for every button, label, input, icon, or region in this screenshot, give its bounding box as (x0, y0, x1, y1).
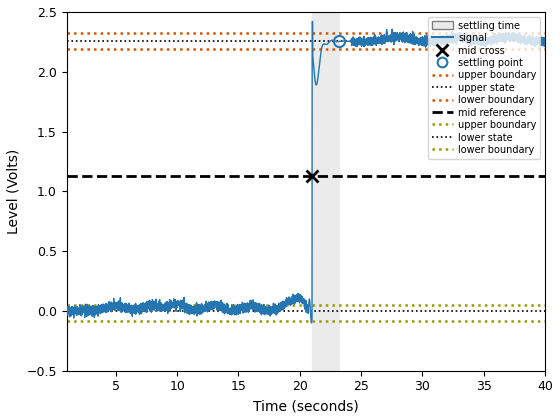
Bar (312, 12, 339, 371)
Y-axis label: Level (Volts): Level (Volts) (7, 149, 21, 234)
X-axis label: Time (seconds): Time (seconds) (253, 399, 359, 413)
Legend: settling time, signal, mid cross, settling point, upper boundary, upper state, l: settling time, signal, mid cross, settli… (428, 17, 540, 159)
